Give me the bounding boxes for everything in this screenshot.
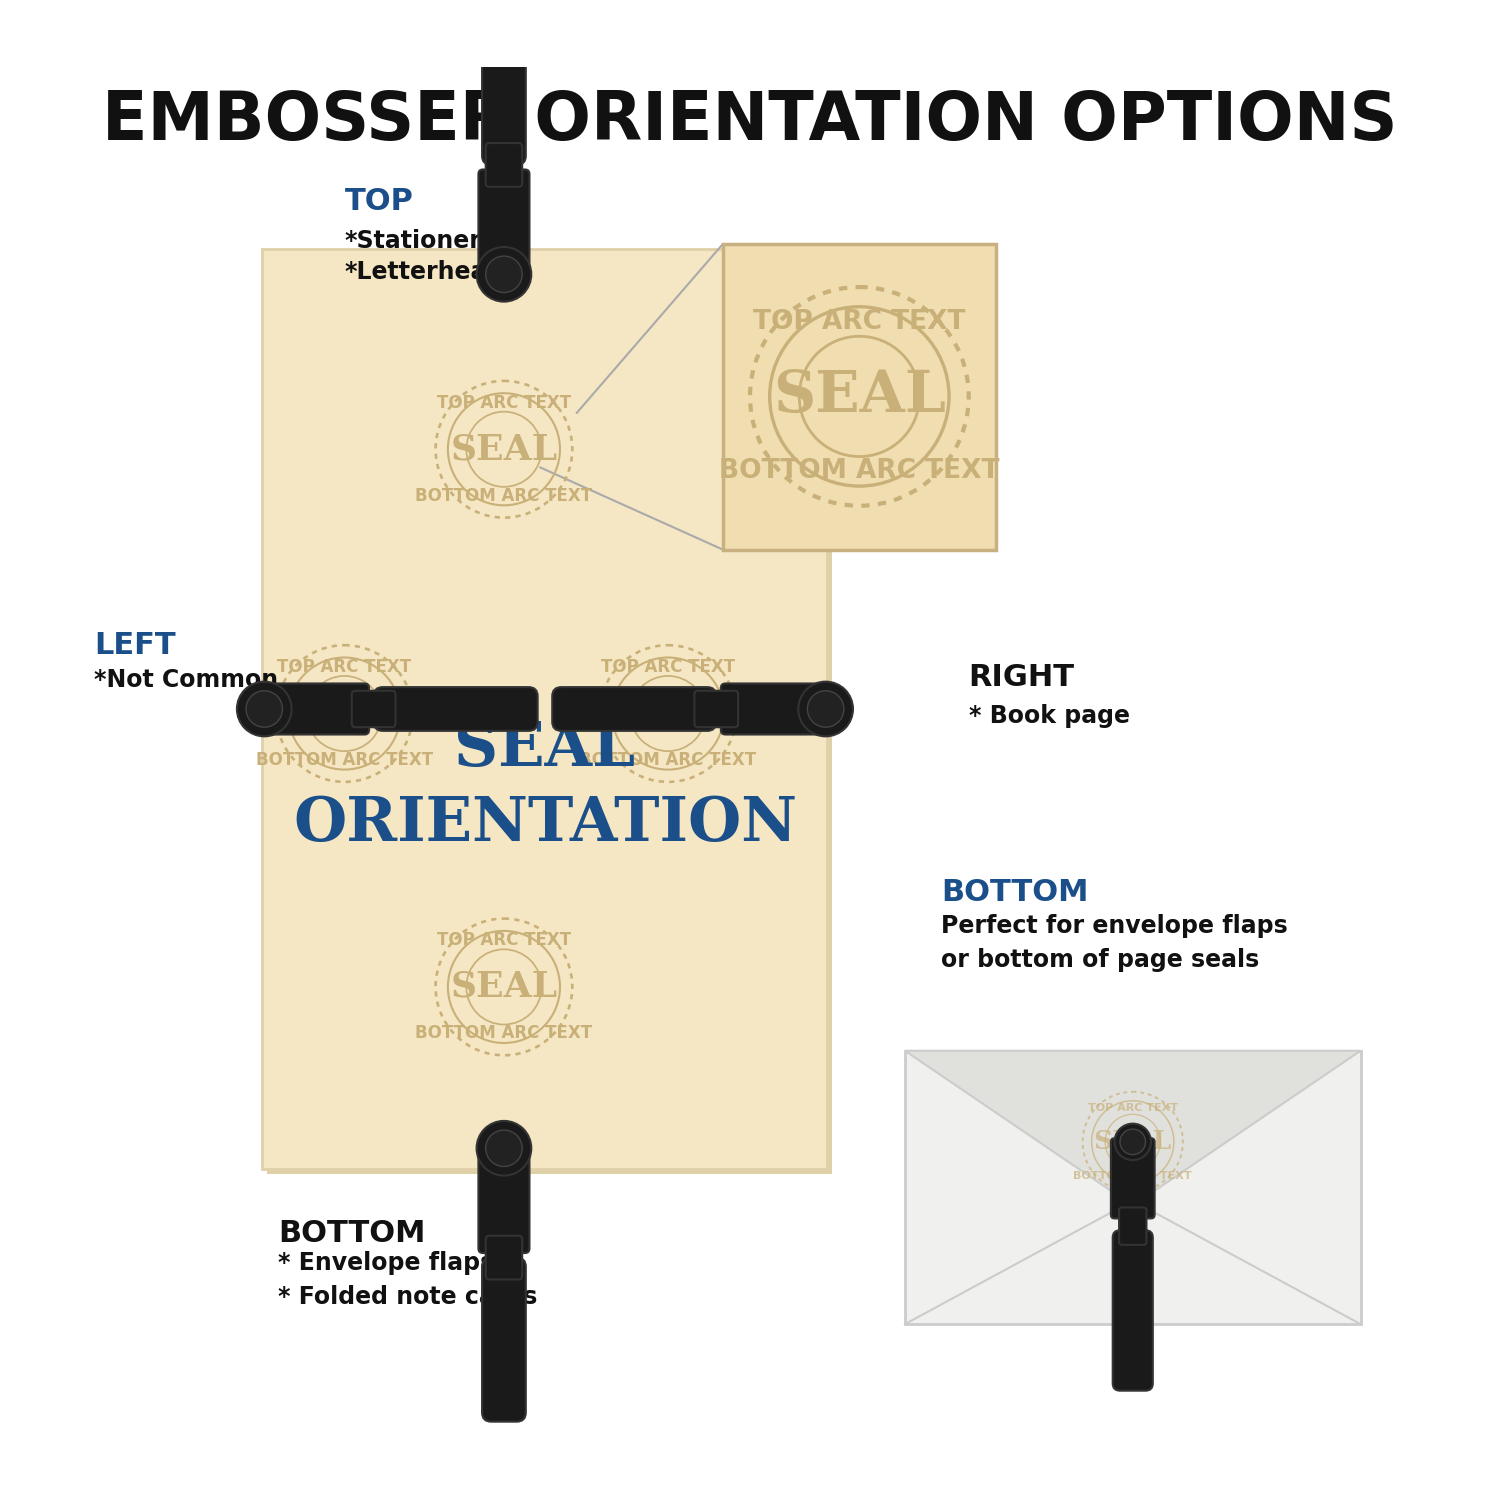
FancyBboxPatch shape: [904, 1050, 1360, 1324]
Circle shape: [246, 692, 282, 728]
FancyBboxPatch shape: [260, 684, 369, 735]
Text: TOP: TOP: [345, 188, 414, 216]
Text: EMBOSSER ORIENTATION OPTIONS: EMBOSSER ORIENTATION OPTIONS: [102, 88, 1398, 154]
FancyBboxPatch shape: [723, 244, 996, 549]
FancyBboxPatch shape: [552, 687, 717, 730]
FancyBboxPatch shape: [262, 249, 828, 1168]
FancyBboxPatch shape: [482, 2, 526, 165]
FancyBboxPatch shape: [694, 692, 738, 728]
Text: SEAL: SEAL: [450, 970, 558, 1004]
Polygon shape: [904, 1050, 1360, 1206]
Text: SEAL
ORIENTATION: SEAL ORIENTATION: [292, 720, 796, 854]
FancyBboxPatch shape: [1112, 1138, 1155, 1218]
Text: BOTTOM ARC TEXT: BOTTOM ARC TEXT: [718, 458, 999, 484]
FancyBboxPatch shape: [478, 1143, 530, 1252]
Text: TOP ARC TEXT: TOP ARC TEXT: [436, 932, 572, 950]
FancyBboxPatch shape: [1119, 1208, 1146, 1245]
Circle shape: [477, 1120, 531, 1176]
Text: SEAL: SEAL: [615, 696, 722, 730]
Text: LEFT: LEFT: [94, 630, 176, 660]
Text: TOP ARC TEXT: TOP ARC TEXT: [753, 309, 966, 334]
Circle shape: [477, 248, 531, 302]
Text: BOTTOM: BOTTOM: [942, 878, 1089, 906]
Text: *Stationery
*Letterhead: *Stationery *Letterhead: [345, 228, 504, 285]
Text: BOTTOM ARC TEXT: BOTTOM ARC TEXT: [256, 752, 433, 770]
Text: BOTTOM: BOTTOM: [278, 1220, 426, 1248]
Text: TOP ARC TEXT: TOP ARC TEXT: [1088, 1102, 1178, 1113]
FancyBboxPatch shape: [1113, 1230, 1154, 1391]
Text: SEAL: SEAL: [1094, 1130, 1172, 1155]
Text: RIGHT: RIGHT: [969, 663, 1074, 692]
Circle shape: [807, 692, 844, 728]
Text: SEAL: SEAL: [450, 432, 558, 466]
Text: BOTTOM ARC TEXT: BOTTOM ARC TEXT: [579, 752, 756, 770]
Text: BOTTOM ARC TEXT: BOTTOM ARC TEXT: [1074, 1172, 1192, 1180]
Text: Perfect for envelope flaps
or bottom of page seals: Perfect for envelope flaps or bottom of …: [942, 914, 1288, 972]
Ellipse shape: [1114, 1124, 1150, 1160]
Text: *Not Common: *Not Common: [94, 668, 278, 692]
Text: TOP ARC TEXT: TOP ARC TEXT: [436, 394, 572, 412]
Circle shape: [237, 681, 291, 736]
FancyBboxPatch shape: [374, 687, 537, 730]
Text: SEAL: SEAL: [291, 696, 398, 730]
Text: TOP ARC TEXT: TOP ARC TEXT: [278, 658, 411, 676]
Text: BOTTOM ARC TEXT: BOTTOM ARC TEXT: [416, 486, 592, 504]
Circle shape: [798, 681, 853, 736]
Circle shape: [486, 256, 522, 292]
Text: BOTTOM ARC TEXT: BOTTOM ARC TEXT: [416, 1024, 592, 1042]
Ellipse shape: [1120, 1130, 1146, 1155]
Text: * Envelope flaps
* Folded note cards: * Envelope flaps * Folded note cards: [278, 1251, 537, 1308]
FancyBboxPatch shape: [351, 692, 396, 728]
FancyBboxPatch shape: [267, 254, 833, 1174]
FancyBboxPatch shape: [486, 1236, 522, 1280]
Text: TOP ARC TEXT: TOP ARC TEXT: [602, 658, 735, 676]
FancyBboxPatch shape: [722, 684, 830, 735]
Text: * Book page: * Book page: [969, 705, 1130, 729]
FancyBboxPatch shape: [486, 142, 522, 188]
FancyBboxPatch shape: [482, 1257, 526, 1422]
FancyBboxPatch shape: [478, 170, 530, 279]
Circle shape: [486, 1130, 522, 1167]
Text: SEAL: SEAL: [772, 369, 946, 424]
